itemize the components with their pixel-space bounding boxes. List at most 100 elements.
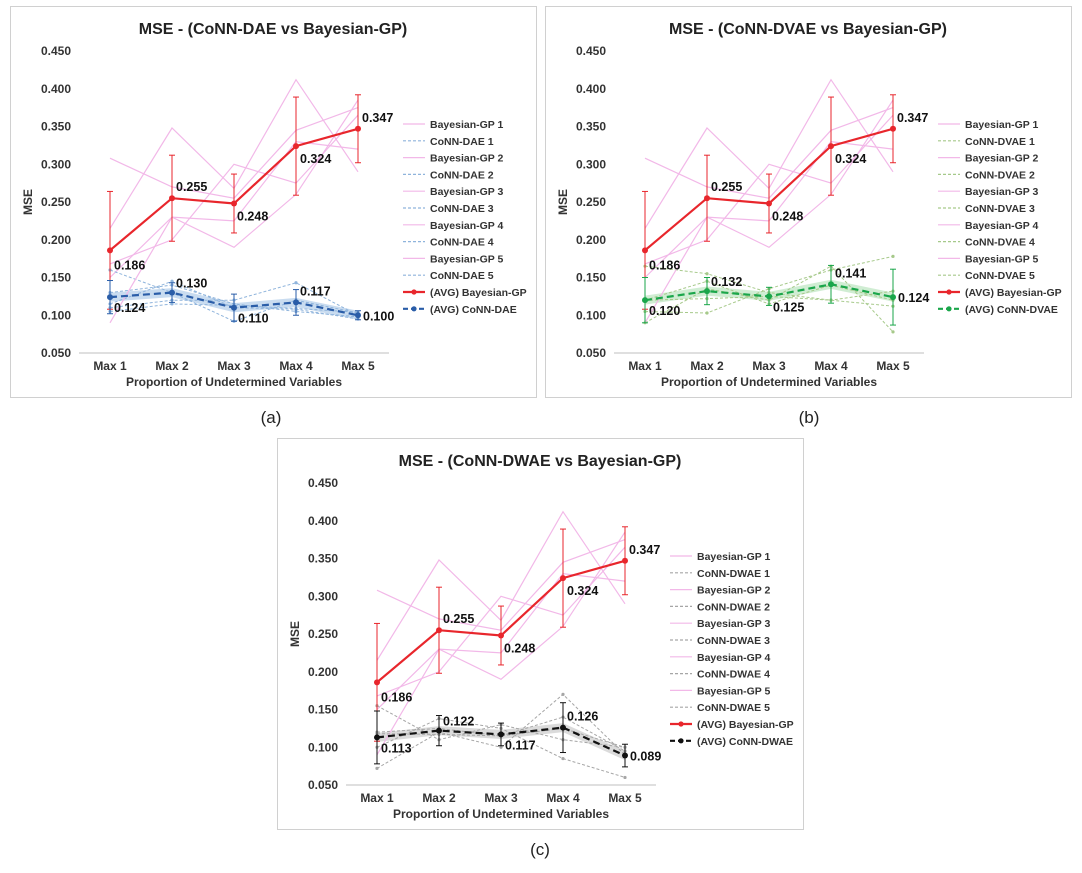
legend-label: CoNN-DAE 2: [430, 169, 494, 181]
series-line-bayesian-gp: [109, 99, 359, 278]
x-tick-label: Max 3: [752, 359, 786, 373]
chart-title: MSE - (CoNN-DVAE vs Bayesian-GP): [669, 21, 947, 38]
data-point-avg-bayesian-gp: [766, 200, 772, 207]
series-line-bayesian-gp: [644, 114, 894, 265]
y-tick-label: 0.250: [308, 627, 338, 641]
y-tick-label: 0.100: [41, 308, 71, 322]
series-point: [705, 272, 709, 276]
y-tick-label: 0.450: [41, 44, 71, 58]
data-point-avg-bayesian-gp: [169, 195, 175, 202]
legend-label: CoNN-DAE 1: [430, 136, 494, 148]
data-label-bayesian-gp: 0.347: [362, 111, 393, 125]
legend-label: CoNN-DWAE 1: [697, 568, 770, 580]
series-line-conn-run: [376, 705, 626, 748]
legend-label: CoNN-DVAE 2: [965, 169, 1035, 181]
chart-a: MSE - (CoNN-DAE vs Bayesian-GP) 0.050 0.10…: [21, 21, 527, 389]
data-label-conn: 0.125: [773, 300, 804, 314]
legend-label: Bayesian-GP 2: [430, 153, 504, 165]
legend-marker: [411, 289, 417, 295]
series-point: [294, 281, 298, 285]
data-label-conn: 0.100: [363, 309, 394, 323]
data-label-conn: 0.132: [711, 275, 742, 289]
x-axis-title: Proportion of Undetermined Variables: [393, 807, 609, 821]
data-label-conn: 0.122: [443, 715, 474, 729]
y-axis-title: MSE: [556, 189, 570, 215]
legend-label: Bayesian-GP 3: [965, 186, 1039, 198]
data-label-conn: 0.124: [114, 301, 145, 315]
legend-label: (AVG) CoNN-DVAE: [965, 304, 1058, 316]
data-label-conn: 0.124: [898, 291, 929, 305]
legend-marker: [678, 738, 684, 744]
series-line-conn-run: [376, 716, 626, 752]
x-tick-label: Max 5: [876, 359, 910, 373]
series-point: [561, 692, 565, 696]
series-line-bayesian-gp: [376, 546, 626, 697]
series-point: [170, 279, 174, 283]
legend-label: Bayesian-GP 2: [965, 153, 1039, 165]
data-point-avg-bayesian-gp: [436, 627, 442, 634]
x-tick-label: Max 5: [341, 359, 375, 373]
y-tick-label: 0.050: [41, 346, 71, 360]
data-label-bayesian-gp: 0.324: [300, 152, 331, 166]
y-tick-label: 0.050: [576, 346, 606, 360]
y-tick-label: 0.200: [41, 233, 71, 247]
series-line-conn-run: [109, 303, 359, 313]
data-point-avg-conn: [642, 297, 648, 304]
data-label-bayesian-gp: 0.186: [381, 690, 412, 704]
data-point-avg-conn: [293, 299, 299, 306]
x-tick-label: Max 1: [93, 359, 127, 373]
y-tick-label: 0.450: [576, 44, 606, 58]
data-label-conn: 0.141: [835, 266, 866, 280]
series-line-conn-run: [109, 269, 359, 322]
x-tick-label: Max 1: [628, 359, 662, 373]
subcaption-c: (c): [530, 840, 550, 859]
x-tick-label: Max 1: [360, 791, 394, 805]
legend-label: (AVG) CoNN-DWAE: [697, 736, 793, 748]
legend-label: CoNN-DWAE 2: [697, 601, 770, 613]
legend-label: Bayesian-GP 5: [965, 253, 1039, 265]
series-point: [623, 775, 627, 780]
y-axis-title: MSE: [21, 189, 35, 215]
legend-label: Bayesian-GP 4: [965, 220, 1039, 232]
legend-label: CoNN-DVAE 1: [965, 136, 1035, 148]
data-label-bayesian-gp: 0.255: [176, 180, 207, 194]
series-line-bayesian-gp: [109, 114, 359, 265]
data-point-avg-conn: [436, 727, 442, 734]
legend-label: Bayesian-GP 4: [697, 652, 771, 664]
x-axis-title: Proportion of Undetermined Variables: [661, 375, 877, 389]
data-label-conn: 0.110: [238, 312, 269, 326]
legend-marker: [946, 306, 952, 312]
y-tick-label: 0.100: [576, 308, 606, 322]
data-label-bayesian-gp: 0.248: [504, 642, 535, 656]
y-tick-label: 0.150: [308, 703, 338, 717]
series-line-conn-run: [644, 255, 894, 314]
legend-label: CoNN-DWAE 3: [697, 635, 770, 647]
data-point-avg-conn: [890, 294, 896, 301]
data-point-avg-bayesian-gp: [642, 247, 648, 254]
data-point-avg-bayesian-gp: [560, 575, 566, 582]
y-tick-label: 0.250: [576, 195, 606, 209]
data-label-bayesian-gp: 0.186: [114, 258, 145, 272]
y-tick-label: 0.200: [308, 665, 338, 679]
y-tick-label: 0.350: [576, 120, 606, 134]
chart-c: MSE - (CoNN-DWAE vs Bayesian-GP) 0.050 0.1…: [288, 453, 794, 821]
legend-label: CoNN-DWAE 4: [697, 669, 770, 681]
x-tick-label: Max 2: [422, 791, 456, 805]
subcaption-a: (a): [260, 408, 282, 427]
data-point-avg-conn: [374, 734, 380, 741]
y-tick-label: 0.100: [308, 740, 338, 754]
data-point-avg-conn: [107, 294, 113, 301]
chart-panel-c: MSE - (CoNN-DWAE vs Bayesian-GP) 0.050 0.1…: [277, 438, 804, 830]
data-point-avg-conn: [169, 289, 175, 296]
y-tick-label: 0.250: [41, 195, 71, 209]
series-line-conn-run: [644, 265, 894, 333]
data-point-avg-bayesian-gp: [231, 200, 237, 207]
legend-label: CoNN-DVAE 3: [965, 203, 1035, 215]
data-label-bayesian-gp: 0.255: [711, 180, 742, 194]
chart-panel-a: MSE - (CoNN-DAE vs Bayesian-GP) 0.050 0.10…: [10, 6, 537, 398]
chart-title: MSE - (CoNN-DWAE vs Bayesian-GP): [399, 453, 682, 470]
legend-label: Bayesian-GP 2: [697, 585, 771, 597]
series-line-conn-run: [376, 727, 626, 748]
y-tick-label: 0.200: [576, 233, 606, 247]
series-line-conn-run: [109, 280, 359, 320]
